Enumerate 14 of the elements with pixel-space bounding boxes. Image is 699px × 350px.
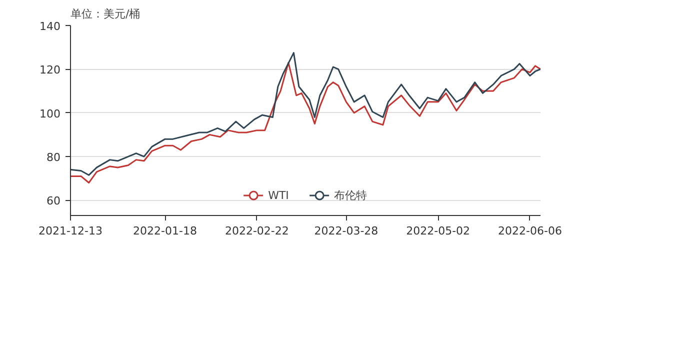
y-tick-label: 60 <box>46 194 61 208</box>
y-tick-label: 100 <box>40 107 61 120</box>
y-tick-label: 140 <box>40 20 61 33</box>
legend-label: WTI <box>268 188 289 202</box>
y-tick-label: 80 <box>46 151 61 164</box>
y-axis-title: 单位：美元/桶 <box>70 8 140 20</box>
legend-label: 布伦特 <box>334 188 367 202</box>
x-tick-label: 2022-01-18 <box>133 224 197 238</box>
x-tick-label: 2022-05-02 <box>406 224 470 238</box>
x-tick-label: 2022-03-28 <box>314 224 378 238</box>
x-tick-label: 2021-12-13 <box>38 224 102 238</box>
x-tick-label: 2022-06-06 <box>498 224 562 238</box>
x-tick-label: 2022-02-22 <box>224 224 289 238</box>
y-tick-label: 120 <box>40 64 61 77</box>
